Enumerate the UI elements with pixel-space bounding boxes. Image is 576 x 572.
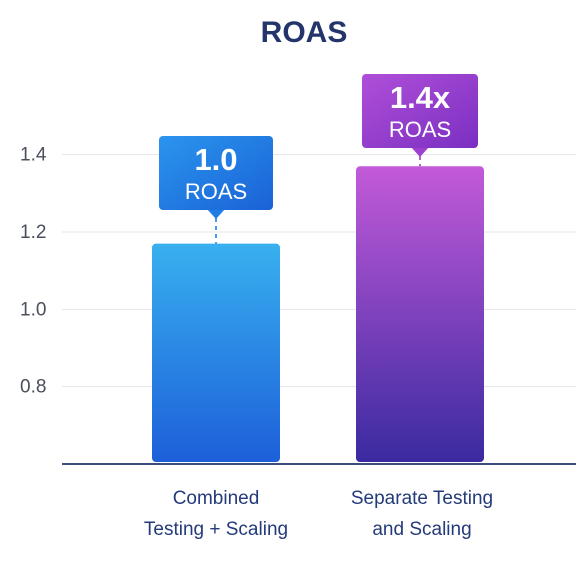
x-tick-label: Separate Testing	[351, 488, 493, 509]
y-tick-label: 1.4	[20, 145, 47, 166]
y-tick-label: 1.0	[20, 299, 46, 320]
y-axis-ticks: 0.8 1.0 1.2 1.4	[20, 145, 47, 398]
y-tick-label: 1.2	[20, 222, 46, 243]
bar-2	[356, 166, 484, 462]
callout-value-2: 1.4x	[390, 80, 451, 115]
chart-title: ROAS	[261, 16, 348, 49]
callout-value-1: 1.0	[194, 142, 237, 177]
callout-unit-2: ROAS	[389, 117, 451, 142]
callout-pointer-1	[207, 209, 225, 219]
callout-unit-1: ROAS	[185, 179, 247, 204]
x-tick-label: Testing + Scaling	[144, 519, 288, 540]
callout-pointer-2	[411, 147, 429, 157]
bar-1	[152, 243, 280, 462]
bars	[152, 166, 484, 462]
gridlines	[62, 154, 576, 388]
x-tick-label: Combined	[173, 488, 260, 509]
callout-box-1	[159, 136, 273, 210]
y-tick-label: 0.8	[20, 377, 46, 398]
x-axis-labels: Combined Testing + Scaling Separate Testin…	[144, 488, 493, 540]
x-tick-label: and Scaling	[372, 519, 471, 540]
callout-box-2	[362, 74, 478, 148]
